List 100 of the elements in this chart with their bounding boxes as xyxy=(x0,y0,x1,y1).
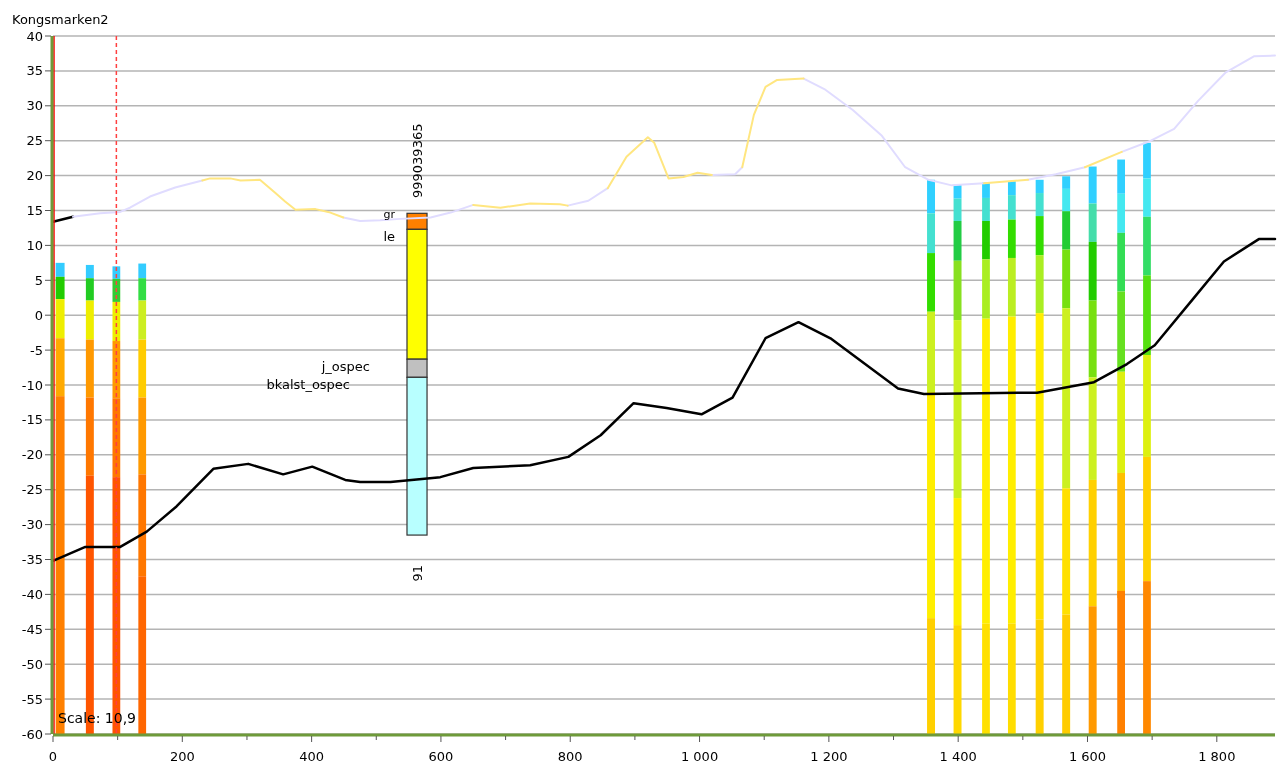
bar xyxy=(1088,300,1097,378)
y-tick-label: -40 xyxy=(21,586,43,602)
bar xyxy=(55,262,65,277)
bar xyxy=(55,299,65,339)
y-tick-label: -5 xyxy=(30,342,43,358)
bar xyxy=(1035,216,1044,256)
x-tick-label: 1 200 xyxy=(810,749,848,764)
y-tick-label: 15 xyxy=(26,203,43,219)
bar xyxy=(1143,581,1151,734)
bar xyxy=(1117,193,1125,233)
bar xyxy=(1007,219,1016,258)
bar xyxy=(138,278,147,301)
y-tick-label: -45 xyxy=(21,621,43,637)
annotation: le xyxy=(383,228,395,244)
annotation: gr xyxy=(383,207,396,221)
bar xyxy=(1035,313,1044,490)
x-tick-label: 600 xyxy=(428,749,454,764)
bar xyxy=(1143,178,1151,217)
bar xyxy=(1117,159,1125,194)
bar xyxy=(1035,193,1044,217)
y-tick-label: -15 xyxy=(21,412,43,428)
bar xyxy=(1062,188,1071,212)
bar xyxy=(85,300,94,340)
x-tick-label: 400 xyxy=(299,749,325,764)
bar xyxy=(1062,614,1071,734)
x-tick-label: 1 800 xyxy=(1198,749,1236,764)
bar xyxy=(982,623,990,734)
bar xyxy=(1088,203,1097,242)
x-tick-label: 1 000 xyxy=(680,749,719,764)
y-tick-label: -30 xyxy=(21,517,43,533)
y-tick-label: 35 xyxy=(26,63,43,79)
bar xyxy=(927,179,936,214)
x-tick-label: 0 xyxy=(48,749,58,764)
y-tick-label: 30 xyxy=(26,98,43,114)
bar xyxy=(927,253,936,312)
bar xyxy=(1088,166,1097,204)
bar xyxy=(85,397,94,476)
y-tick-label: -25 xyxy=(21,482,43,498)
bar xyxy=(953,220,962,261)
bar xyxy=(85,264,94,279)
bar xyxy=(1117,232,1125,292)
bar xyxy=(1007,623,1016,734)
y-tick-label: -50 xyxy=(21,656,43,672)
bar xyxy=(138,300,147,340)
annotation: 91 xyxy=(410,565,425,582)
bar xyxy=(927,311,936,392)
bar xyxy=(112,278,121,302)
bar xyxy=(953,260,962,321)
bar xyxy=(1035,179,1044,194)
bar xyxy=(1007,195,1016,220)
y-tick-label: -55 xyxy=(21,691,43,707)
annotation: 999039365 xyxy=(410,123,425,198)
bar xyxy=(1143,216,1151,276)
bar xyxy=(1007,181,1016,196)
bar xyxy=(1143,275,1151,355)
bar xyxy=(953,184,962,199)
y-tick-label: 25 xyxy=(26,133,43,149)
bar xyxy=(112,266,121,279)
bar xyxy=(1007,316,1016,624)
y-tick-label: 5 xyxy=(34,272,43,288)
bar xyxy=(982,182,990,198)
x-tick-label: 800 xyxy=(557,749,583,764)
y-tick-label: -35 xyxy=(21,552,43,568)
bar xyxy=(1117,590,1125,734)
bar xyxy=(1062,249,1071,309)
bar xyxy=(953,625,962,734)
bar xyxy=(1088,377,1097,480)
bar xyxy=(927,391,936,619)
y-tick-label: 0 xyxy=(34,307,43,323)
chart-title: Kongsmarken2 xyxy=(12,12,109,27)
bar xyxy=(953,320,962,499)
bar xyxy=(55,338,65,397)
x-tick-label: 1 600 xyxy=(1068,749,1107,764)
bar xyxy=(138,576,147,734)
bar xyxy=(85,278,94,301)
bar xyxy=(1117,291,1125,372)
bar xyxy=(1062,211,1071,250)
bar xyxy=(1035,255,1044,314)
bar xyxy=(982,197,990,221)
bar xyxy=(982,220,990,260)
y-tick-label: 40 xyxy=(26,28,43,44)
bar xyxy=(982,318,990,624)
y-tick-label: -20 xyxy=(21,447,43,463)
bar xyxy=(1143,142,1151,179)
bar xyxy=(1117,371,1125,473)
bar xyxy=(1088,241,1097,301)
x-tick-label: 200 xyxy=(169,749,195,764)
bar xyxy=(138,263,147,279)
annotation: j_ospec xyxy=(320,358,370,374)
bar xyxy=(1062,176,1071,189)
bar xyxy=(138,474,147,577)
y-tick-label: -10 xyxy=(21,377,43,393)
bar xyxy=(1007,257,1016,317)
bar xyxy=(112,301,121,342)
x-tick-label: 1 400 xyxy=(939,749,977,764)
y-tick-label: -60 xyxy=(21,726,43,742)
bar xyxy=(112,398,121,478)
bar xyxy=(55,276,65,300)
bar xyxy=(1143,354,1151,457)
y-tick-label: 10 xyxy=(26,237,43,253)
